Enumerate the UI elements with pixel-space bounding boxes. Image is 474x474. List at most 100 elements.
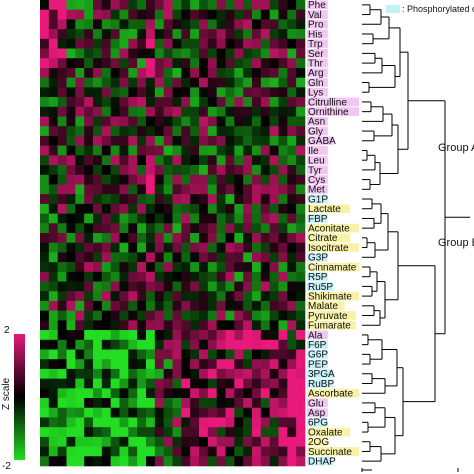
heatmap-cell xyxy=(243,135,253,146)
heatmap-cell xyxy=(66,194,76,205)
heatmap-cell xyxy=(243,97,253,108)
heatmap-cell xyxy=(75,106,85,117)
heatmap-cell xyxy=(66,38,76,49)
heatmap-cell xyxy=(93,446,103,457)
heatmap-cell xyxy=(199,165,209,176)
heatmap-cell xyxy=(163,0,173,11)
heatmap-cell xyxy=(243,359,253,370)
heatmap-cell xyxy=(199,456,209,467)
heatmap-cell xyxy=(163,48,173,59)
heatmap-cell xyxy=(260,97,270,108)
heatmap-cell xyxy=(84,135,94,146)
heatmap-cell xyxy=(234,388,244,399)
heatmap-cell xyxy=(260,281,270,292)
heatmap-cell xyxy=(110,29,120,40)
row-label: Cinnamate xyxy=(308,262,357,273)
heatmap-cell xyxy=(163,242,173,253)
heatmap-cell xyxy=(128,436,138,447)
heatmap-cell xyxy=(84,252,94,263)
heatmap-cell xyxy=(181,213,191,224)
heatmap-cell xyxy=(137,446,147,457)
heatmap-cell xyxy=(93,398,103,409)
heatmap-cell xyxy=(225,184,235,195)
heatmap-cell xyxy=(119,436,129,447)
heatmap-cell xyxy=(234,29,244,40)
heatmap-cell xyxy=(93,388,103,399)
heatmap-cell xyxy=(216,320,226,331)
heatmap-cell xyxy=(190,330,200,341)
heatmap-cell xyxy=(278,203,288,214)
heatmap-cell xyxy=(287,165,297,176)
heatmap-cell xyxy=(287,174,297,185)
heatmap-cell xyxy=(225,359,235,370)
heatmap-cell xyxy=(225,38,235,49)
heatmap-cell xyxy=(269,262,279,273)
heatmap-cell xyxy=(287,213,297,224)
row-label-highlight xyxy=(307,155,328,165)
heatmap-cell xyxy=(260,87,270,98)
heatmap-cell xyxy=(181,330,191,341)
heatmap-cell xyxy=(190,349,200,360)
heatmap-cell xyxy=(190,38,200,49)
heatmap-cell xyxy=(40,58,50,69)
heatmap-cell xyxy=(128,135,138,146)
heatmap-cell xyxy=(287,456,297,467)
heatmap-cell xyxy=(296,281,306,292)
heatmap-cell xyxy=(296,116,306,127)
heatmap-cell xyxy=(40,398,50,409)
heatmap-cell xyxy=(199,398,209,409)
heatmap-cell xyxy=(84,223,94,234)
heatmap-cell xyxy=(181,233,191,244)
heatmap-cell xyxy=(57,417,67,428)
heatmap-cell xyxy=(128,349,138,360)
heatmap-cell xyxy=(199,291,209,302)
heatmap-cell xyxy=(66,417,76,428)
heatmap-cell xyxy=(137,87,147,98)
heatmap-cell xyxy=(190,9,200,20)
heatmap-cell xyxy=(243,67,253,78)
heatmap-cell xyxy=(40,233,50,244)
heatmap-cell xyxy=(225,446,235,457)
heatmap-cell xyxy=(181,184,191,195)
heatmap-cell xyxy=(84,213,94,224)
heatmap-cell xyxy=(234,436,244,447)
heatmap-cell xyxy=(154,194,164,205)
heatmap-cell xyxy=(287,48,297,59)
heatmap-cell xyxy=(137,203,147,214)
heatmap-cell xyxy=(93,252,103,263)
heatmap-cell xyxy=(40,48,50,59)
heatmap-cell xyxy=(225,165,235,176)
heatmap-cell xyxy=(252,398,262,409)
heatmap-cell xyxy=(260,116,270,127)
heatmap-cell xyxy=(190,320,200,331)
heatmap-cell xyxy=(154,271,164,282)
heatmap-cell xyxy=(296,378,306,389)
heatmap-cell xyxy=(252,155,262,166)
heatmap-cell xyxy=(163,58,173,69)
heatmap-cell xyxy=(269,271,279,282)
heatmap-cell xyxy=(260,446,270,457)
heatmap-cell xyxy=(84,155,94,166)
heatmap-cell xyxy=(287,291,297,302)
heatmap-cell xyxy=(190,378,200,389)
heatmap-cell xyxy=(252,359,262,370)
heatmap-cell xyxy=(66,184,76,195)
heatmap-cell xyxy=(243,456,253,467)
heatmap-cell xyxy=(40,368,50,379)
row-label-highlight xyxy=(307,39,328,49)
heatmap-cell xyxy=(278,456,288,467)
heatmap-cell xyxy=(101,310,111,321)
heatmap-cell xyxy=(154,213,164,224)
heatmap-cell xyxy=(146,339,156,350)
row-label: His xyxy=(308,29,322,40)
heatmap-cell xyxy=(269,378,279,389)
heatmap-cell xyxy=(66,233,76,244)
heatmap-cell xyxy=(119,417,129,428)
heatmap-cell xyxy=(110,174,120,185)
heatmap-cell xyxy=(260,29,270,40)
heatmap-cell xyxy=(243,349,253,360)
row-label-highlight xyxy=(307,447,359,456)
heatmap-cell xyxy=(119,165,129,176)
heatmap-cell xyxy=(296,29,306,40)
